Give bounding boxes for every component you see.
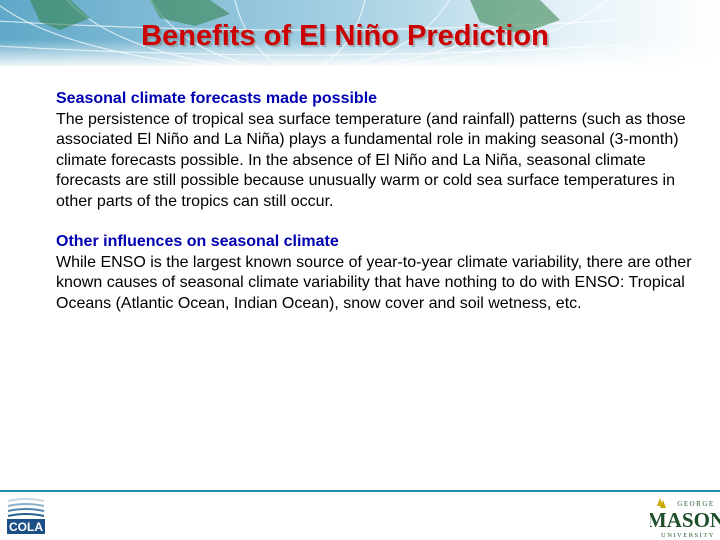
cola-logo-text: COLA — [9, 520, 43, 534]
logo-george-text: GEORGE — [677, 500, 714, 508]
globe-banner — [0, 0, 720, 66]
footer-divider — [0, 490, 720, 492]
page-title: Benefits of El Niño Prediction — [141, 20, 549, 52]
cola-logo: COLA — [4, 495, 48, 537]
logo-university-text: UNIVERSITY — [661, 532, 715, 539]
section-heading: Seasonal climate forecasts made possible — [56, 90, 378, 107]
slide-content: Seasonal climate forecasts made possible… — [56, 89, 696, 334]
section-body: While ENSO is the largest known source o… — [56, 253, 692, 312]
section-other-influences: Other influences on seasonal climate Whi… — [56, 232, 696, 314]
george-mason-logo: GEORGE MASON UNIVERSITY — [650, 498, 720, 539]
logo-mason-text: MASON — [650, 508, 720, 532]
section-seasonal-forecasts: Seasonal climate forecasts made possible… — [56, 89, 696, 212]
section-body: The persistence of tropical sea surface … — [56, 110, 686, 210]
section-heading: Other influences on seasonal climate — [56, 233, 339, 250]
